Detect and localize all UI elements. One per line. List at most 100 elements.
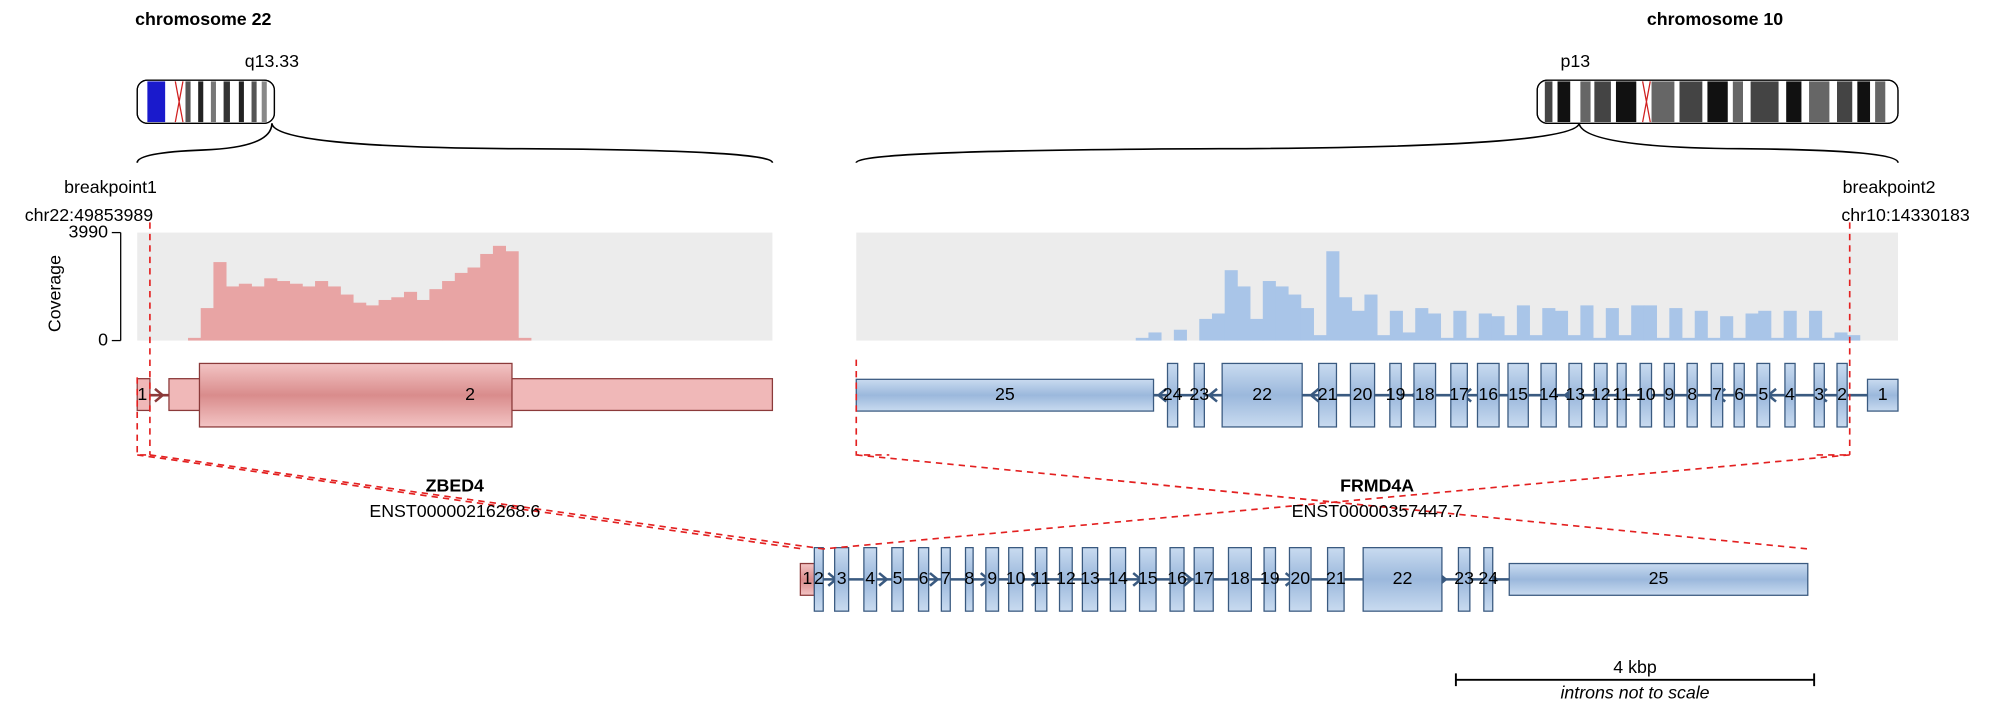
exon	[1866, 378, 1899, 412]
exon-label: 16	[1478, 384, 1498, 404]
exon	[1457, 547, 1471, 612]
breakpoint-line	[823, 222, 1851, 550]
coverage-bin	[1834, 332, 1848, 341]
chromosome-band	[238, 81, 244, 123]
exon	[1349, 362, 1376, 428]
exon-label: 25	[995, 384, 1015, 404]
exon	[1227, 547, 1252, 612]
exon-label: 21	[1318, 384, 1338, 404]
exon	[1058, 547, 1073, 612]
brace	[855, 122, 1580, 164]
coverage-bin	[1402, 332, 1416, 341]
exon-label: 17	[1194, 568, 1214, 588]
chromosome-band	[251, 81, 257, 123]
coverage-bin	[1796, 337, 1810, 341]
coverage-bin	[1326, 251, 1340, 341]
coverage-bin	[1809, 310, 1823, 341]
exon-label: 19	[1386, 384, 1406, 404]
chromosome-band	[1857, 81, 1871, 123]
coverage-bin	[1199, 318, 1213, 341]
exon	[1034, 547, 1048, 612]
exon	[1318, 362, 1338, 428]
exon-label: 9	[987, 568, 997, 588]
chromosome-band	[1615, 81, 1637, 123]
coverage-bin	[264, 278, 278, 341]
coverage-bin	[327, 286, 341, 341]
coverage-bin	[251, 286, 265, 341]
intron-arrow	[929, 572, 940, 587]
exon	[1836, 362, 1848, 428]
chromosome-band	[147, 81, 166, 123]
coverage-bin	[302, 286, 316, 341]
coverage-bin	[1351, 310, 1365, 341]
exon	[1507, 362, 1529, 428]
exon	[1362, 547, 1443, 612]
transcript: ENST00000357447.7	[1292, 501, 1463, 521]
coverage-bin	[1288, 294, 1302, 341]
exon-label: 2	[814, 568, 824, 588]
chromosome-band	[1557, 81, 1571, 123]
coverage-bin	[1707, 337, 1721, 341]
exon	[1193, 547, 1214, 612]
coverage-bin	[1478, 313, 1492, 341]
exon	[198, 362, 513, 428]
coverage-bin	[1275, 286, 1289, 341]
coverage-bin	[1593, 337, 1607, 341]
coverage-bin	[1148, 332, 1162, 341]
exon	[1710, 362, 1724, 428]
coverage-bin	[1262, 281, 1276, 341]
exon-label: 23	[1189, 384, 1209, 404]
coverage-bin	[1720, 316, 1734, 341]
exon-label: 25	[1649, 568, 1669, 588]
coverage-bin	[1135, 337, 1149, 341]
exon-label: 15	[1138, 568, 1158, 588]
coverage-bin	[1389, 310, 1403, 341]
breakpoint-position: chr10:14330183	[1841, 205, 1970, 225]
coverage-bin	[1504, 335, 1518, 341]
exon	[1081, 547, 1099, 612]
right-band: p13	[1560, 51, 1590, 71]
intron-arrow	[1183, 572, 1194, 587]
intron-arrow	[1207, 387, 1218, 403]
exon	[964, 547, 974, 612]
chromosome-band	[1594, 81, 1611, 123]
exon-label: 7	[941, 568, 951, 588]
coverage-bin	[1415, 308, 1429, 341]
breakpoint-label: breakpoint1	[64, 177, 157, 197]
coverage-bin	[1732, 337, 1746, 341]
coverage-title: Coverage	[45, 255, 65, 332]
exon-label: 6	[919, 568, 929, 588]
exon	[917, 547, 930, 612]
exon-label: 12	[1591, 384, 1611, 404]
exon	[1389, 362, 1402, 428]
transcript: ENST00000216268.6	[369, 501, 540, 521]
exon	[940, 547, 951, 612]
chromosome-band	[1750, 81, 1779, 123]
breakpoint-position: chr22:49853989	[25, 205, 154, 225]
coverage-bin	[1631, 305, 1645, 341]
coverage-bin	[365, 305, 379, 341]
coverage-bin	[1300, 308, 1314, 341]
coverage-bin	[442, 281, 456, 341]
coverage-bin	[1173, 329, 1187, 341]
exon	[1263, 547, 1277, 612]
exon	[1326, 547, 1345, 612]
coverage-bin	[1453, 310, 1467, 341]
coverage-bin	[1821, 337, 1835, 341]
coverage-bin	[1847, 335, 1861, 341]
coverage-bin	[467, 267, 481, 341]
chromosome-band	[1651, 81, 1675, 123]
coverage-bin	[416, 299, 430, 341]
coverage-bin	[200, 308, 214, 341]
chromosome-outline	[1536, 79, 1899, 124]
genes: 1 2 25 24 23 22 21 20 19 18 17 16 15 14 13 12 11 10 9 8 7 6 5 4…	[136, 362, 1899, 612]
coverage-bin	[1618, 335, 1632, 341]
exon	[1568, 362, 1583, 428]
intron-arrow	[154, 387, 165, 403]
chromosome-band	[223, 81, 230, 123]
exon-label: 9	[1664, 384, 1674, 404]
chromosome-band	[1875, 81, 1886, 123]
exon	[1413, 362, 1437, 428]
exon-label: 22	[1252, 384, 1272, 404]
chromosome-outline	[136, 79, 276, 124]
